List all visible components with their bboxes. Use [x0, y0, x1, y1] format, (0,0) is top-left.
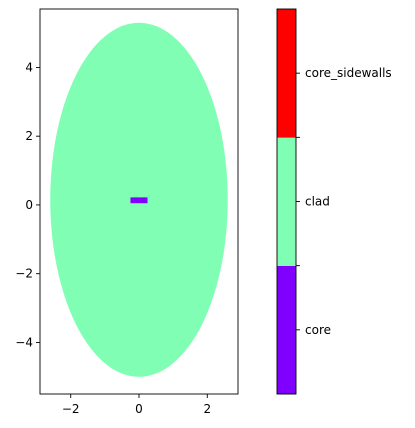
colorbar-label-clad: clad	[305, 195, 330, 209]
y-tick-label: 2	[25, 129, 33, 143]
colorbar-segment-core_sidewalls	[277, 9, 296, 138]
x-tick-label: −2	[62, 402, 80, 416]
y-axis-ticks: −4 −2 0 2 4	[15, 60, 40, 349]
x-tick-label: 2	[203, 402, 211, 416]
regions	[50, 22, 228, 377]
colorbar: core clad core_sidewalls	[276, 8, 392, 395]
colorbar-segments	[277, 9, 296, 395]
colorbar-label-core: core	[305, 323, 331, 337]
y-tick-label: 0	[25, 198, 33, 212]
x-tick-label: 0	[135, 402, 143, 416]
y-tick-label: −2	[15, 267, 33, 281]
y-tick-label: 4	[25, 60, 33, 74]
x-axis-ticks: −2 0 2	[62, 394, 211, 416]
plot-area: −2 0 2 −4 −2 0 2 4	[15, 8, 239, 416]
colorbar-ticks: core clad core_sidewalls	[296, 66, 392, 337]
colorbar-segment-core	[277, 265, 296, 395]
y-tick-label: −4	[15, 335, 33, 349]
region-core	[130, 197, 148, 204]
colorbar-label-core_sidewalls: core_sidewalls	[305, 66, 392, 80]
colorbar-segment-clad	[277, 137, 296, 266]
